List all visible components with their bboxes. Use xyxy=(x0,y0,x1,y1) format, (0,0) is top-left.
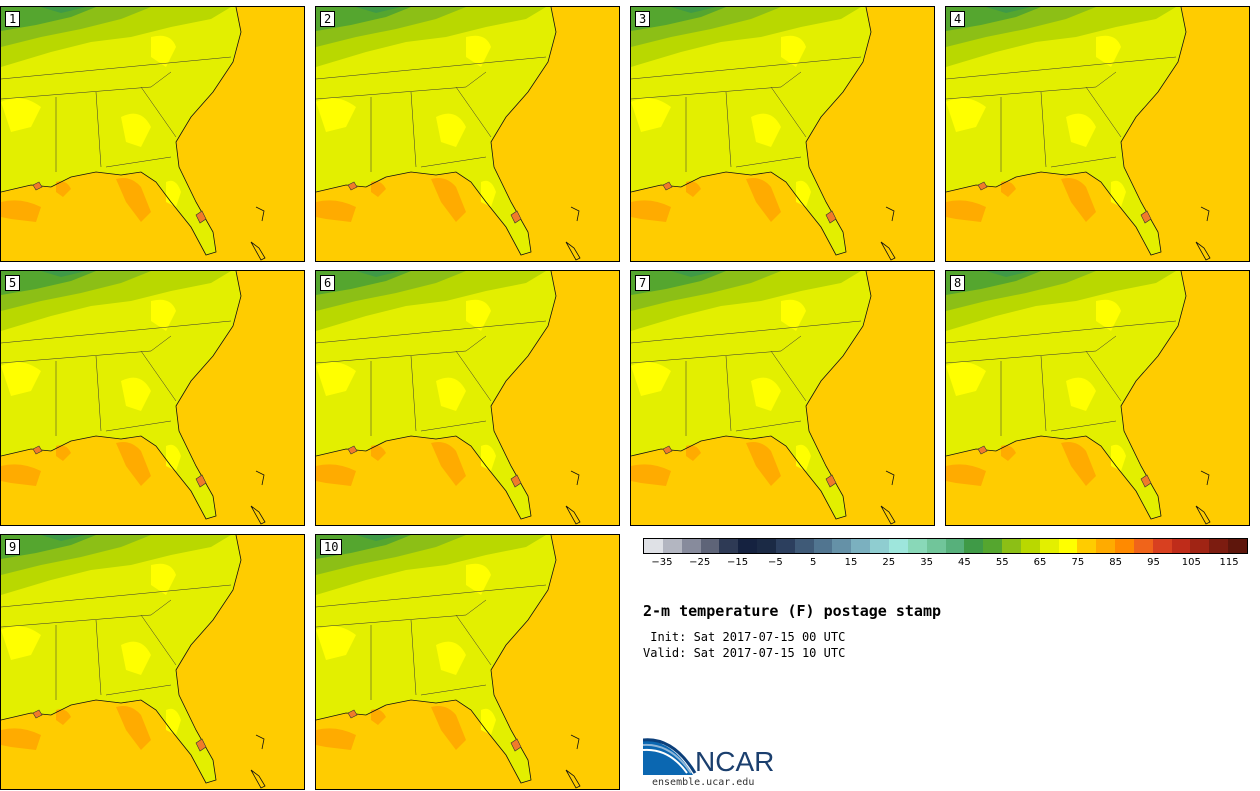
colorbar-swatch xyxy=(851,539,871,553)
colorbar-swatch xyxy=(1096,539,1116,553)
colorbar-swatch xyxy=(1020,539,1040,553)
member-number: 7 xyxy=(635,275,651,291)
colorbar-swatch xyxy=(1133,539,1153,553)
colorbar-tick-label: 115 xyxy=(1219,557,1239,568)
colorbar xyxy=(643,538,1248,554)
member-number: 10 xyxy=(320,539,343,555)
colorbar-tick-label: 35 xyxy=(920,557,933,568)
colorbar-swatch xyxy=(1228,539,1247,553)
colorbar-swatch xyxy=(1077,539,1097,553)
colorbar-tick-label: 5 xyxy=(809,557,817,568)
ncar-logo-text: NCAR xyxy=(695,746,775,777)
member-number: 9 xyxy=(5,539,21,555)
colorbar-tick-label: −25 xyxy=(689,557,711,568)
colorbar-swatch xyxy=(1002,539,1021,553)
colorbar-swatch xyxy=(1190,539,1210,553)
colorbar-swatch xyxy=(681,539,701,553)
colorbar-swatch xyxy=(1209,539,1229,553)
colorbar-swatch xyxy=(964,539,984,553)
colorbar-swatch xyxy=(719,539,739,553)
colorbar-swatch xyxy=(662,539,682,553)
colorbar-tick-label: 55 xyxy=(995,557,1009,568)
colorbar-swatch xyxy=(832,539,852,553)
ncar-logo-icon xyxy=(643,738,697,775)
ensemble-url: ensemble.ucar.edu xyxy=(652,777,755,788)
colorbar-swatch xyxy=(888,539,908,553)
colorbar-swatch xyxy=(1152,539,1172,553)
colorbar-swatch xyxy=(1115,539,1134,553)
colorbar-tick-label: 25 xyxy=(882,557,896,568)
map-panel: 2 xyxy=(315,6,620,262)
colorbar-swatch xyxy=(1058,539,1078,553)
colorbar-tick-label: 15 xyxy=(844,557,858,568)
map-panel: 1 xyxy=(0,6,305,262)
member-number: 2 xyxy=(320,11,336,27)
map-panel: 5 xyxy=(0,270,305,526)
map-panel: 9 xyxy=(0,534,305,790)
map-panel: 6 xyxy=(315,270,620,526)
colorbar-swatch xyxy=(1171,539,1191,553)
valid-time: Valid: Sat 2017-07-15 10 UTC xyxy=(643,646,846,660)
colorbar-tick-labels: −35 −25 −15 −5 5 15 25 35 45 55 65 75 85 95 105 115 xyxy=(643,557,1248,571)
colorbar-tick-label: 45 xyxy=(958,557,971,568)
colorbar-tick-label: 95 xyxy=(1147,557,1160,568)
colorbar-swatch xyxy=(945,539,965,553)
colorbar-tick-label: 105 xyxy=(1181,557,1201,568)
colorbar-swatch xyxy=(1039,539,1059,553)
init-time: Init: Sat 2017-07-15 00 UTC xyxy=(643,630,846,644)
colorbar-tick-label: −5 xyxy=(767,557,783,568)
colorbar-swatch xyxy=(813,539,833,553)
member-number: 4 xyxy=(950,11,966,27)
colorbar-swatch xyxy=(870,539,889,553)
colorbar-tick-label: 85 xyxy=(1109,557,1123,568)
colorbar-tick-label: −15 xyxy=(726,557,749,568)
map-panel: 7 xyxy=(630,270,935,526)
map-title: 2-m temperature (F) postage stamp xyxy=(643,602,942,620)
colorbar-tick-label: −35 xyxy=(651,557,673,568)
colorbar-swatch xyxy=(700,539,720,553)
member-number: 1 xyxy=(5,11,21,27)
map-panel: 4 xyxy=(945,6,1250,262)
colorbar-swatch xyxy=(907,539,927,553)
map-panel: 8 xyxy=(945,270,1250,526)
map-panel: 10 xyxy=(315,534,620,790)
colorbar-swatch xyxy=(775,539,795,553)
colorbar-swatch xyxy=(926,539,946,553)
colorbar-swatch xyxy=(983,539,1003,553)
map-panel: 3 xyxy=(630,6,935,262)
colorbar-tick-label: 75 xyxy=(1071,557,1085,568)
colorbar-tick-label: 65 xyxy=(1033,557,1047,568)
colorbar-swatch xyxy=(757,539,776,553)
member-number: 5 xyxy=(5,275,21,291)
member-number: 8 xyxy=(950,275,966,291)
colorbar-swatch xyxy=(644,539,663,553)
member-number: 6 xyxy=(320,275,336,291)
colorbar-swatch xyxy=(738,539,758,553)
colorbar-swatch xyxy=(794,539,814,553)
member-number: 3 xyxy=(635,11,651,27)
